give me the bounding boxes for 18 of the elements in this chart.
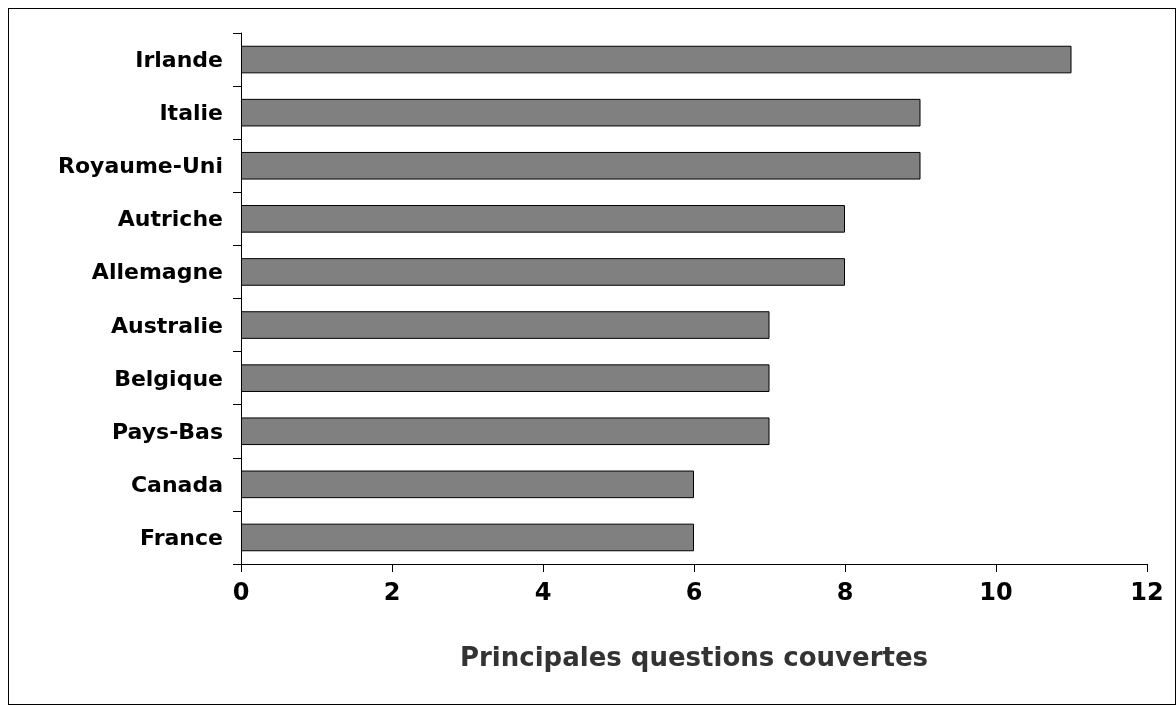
x-axis-title: Principales questions couvertes [459, 642, 929, 672]
y-tick-label: Canada [130, 471, 223, 497]
x-tick-label: 8 [836, 578, 854, 606]
y-tick-label: France [140, 524, 223, 550]
x-tick-label: 6 [685, 578, 703, 606]
y-tick-label: Allemagne [91, 259, 223, 285]
y-tick-label: Irlande [135, 47, 223, 73]
y-tick-label: Belgique [114, 365, 223, 391]
x-tick-label: 12 [1130, 578, 1164, 606]
x-tick-label: 10 [979, 578, 1013, 606]
x-tick-label: 2 [383, 578, 401, 606]
y-tick-label: Italie [159, 100, 223, 126]
x-tick-label: 4 [534, 578, 552, 606]
y-tick-label: Autriche [117, 206, 223, 232]
y-tick-label: Australie [111, 312, 223, 338]
x-tick-label: 0 [232, 578, 250, 606]
y-tick-label: Royaume-Uni [58, 153, 223, 179]
y-tick-label: Pays-Bas [112, 418, 223, 444]
